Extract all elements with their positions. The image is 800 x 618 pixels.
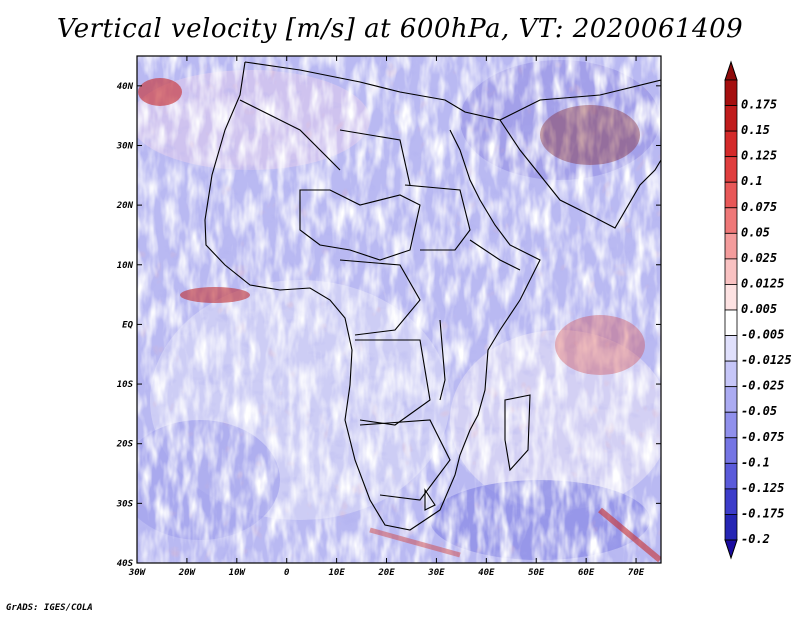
- colorbar-label: -0.05: [741, 404, 777, 418]
- coastlines: [204, 61, 661, 531]
- colorbar-swatch: [724, 386, 738, 413]
- colorbar-swatch: [724, 79, 738, 106]
- colorbar-top-arrow: [724, 60, 738, 81]
- colorbar-swatch: [724, 437, 738, 464]
- colorbar-label: 0.175: [741, 98, 777, 112]
- colorbar-swatch: [724, 309, 738, 336]
- colorbar-label: 0.025: [741, 251, 777, 265]
- colorbar-label: 0.125: [741, 149, 777, 163]
- colorbar-swatch: [724, 514, 738, 541]
- lat-tick-label: EQ: [122, 320, 133, 330]
- colorbar-swatch: [724, 130, 738, 158]
- colorbar-swatch: [724, 156, 738, 183]
- lat-tick-label: 10N: [117, 261, 134, 271]
- colorbar-bottom-arrow: [724, 539, 738, 560]
- colorbar-label: -0.005: [741, 328, 784, 342]
- colorbar-label: -0.2: [741, 532, 770, 546]
- lon-tick-label: 70E: [628, 568, 645, 578]
- plot-frame: [136, 55, 662, 564]
- colorbar-label: -0.125: [741, 481, 784, 495]
- colorbar-swatch: [724, 360, 738, 388]
- colorbar-swatch: [724, 232, 738, 260]
- colorbar-label: -0.025: [741, 379, 784, 393]
- colorbar: 0.175 0.15 0.125 0.1 0.075 0.05 0.025 0.0125 0.0…: [724, 60, 792, 560]
- colorbar-label: -0.075: [741, 430, 784, 444]
- lon-tick-label: 30W: [128, 568, 147, 578]
- lon-tick-label: 10W: [229, 568, 247, 578]
- lon-tick-label: 20E: [377, 568, 395, 578]
- lat-tick-label: 30N: [116, 141, 134, 151]
- colorbar-label: -0.1: [741, 455, 770, 469]
- colorbar-label: 0.0125: [741, 276, 784, 290]
- colorbar-swatch: [724, 335, 738, 362]
- colorbar-label: 0.15: [741, 123, 770, 137]
- lon-tick-label: 0: [284, 568, 290, 578]
- colorbar-swatch: [724, 462, 738, 490]
- colorbar-swatch: [724, 207, 738, 234]
- colorbar-label: 0.005: [741, 302, 777, 316]
- lat-tick-label: 20S: [116, 440, 134, 450]
- colorbar-swatch: [724, 105, 738, 132]
- colorbar-swatch: [724, 488, 738, 515]
- colorbar-swatch: [724, 411, 738, 439]
- credit-text: GrADS: IGES/COLA: [6, 603, 93, 613]
- colorbar-label: 0.05: [741, 225, 770, 239]
- lat-tick-label: 30S: [116, 499, 134, 509]
- lat-tick-label: 40S: [117, 559, 134, 569]
- lon-tick-label: 10E: [328, 568, 345, 578]
- latitude-axis: 40N 30N 20N 10N EQ 10S 20S 30S 40S: [116, 82, 661, 569]
- lat-tick-label: 20N: [116, 201, 134, 211]
- velocity-field: [137, 56, 661, 563]
- colorbar-swatch: [724, 258, 738, 285]
- lon-tick-label: 60E: [578, 568, 595, 578]
- lat-tick-label: 40N: [117, 82, 134, 92]
- lon-tick-label: 20W: [178, 568, 197, 578]
- lon-tick-label: 40E: [478, 568, 495, 578]
- lon-tick-label: 50E: [528, 568, 545, 578]
- colorbar-label: 0.1: [741, 174, 763, 188]
- longitude-axis: 30W 20W 10W 0 10E 20E 30E 40E 50E 60E 70E: [128, 56, 645, 578]
- colorbar-swatch: [724, 284, 738, 311]
- lon-tick-label: 30E: [427, 568, 445, 578]
- colorbar-label: 0.075: [741, 200, 777, 214]
- map-title: Vertical velocity [m/s] at 600hPa, VT: 2…: [56, 14, 744, 44]
- colorbar-label: -0.175: [741, 506, 784, 520]
- lat-tick-label: 10S: [117, 380, 134, 390]
- colorbar-label: -0.0125: [741, 353, 792, 367]
- colorbar-swatch: [724, 181, 738, 209]
